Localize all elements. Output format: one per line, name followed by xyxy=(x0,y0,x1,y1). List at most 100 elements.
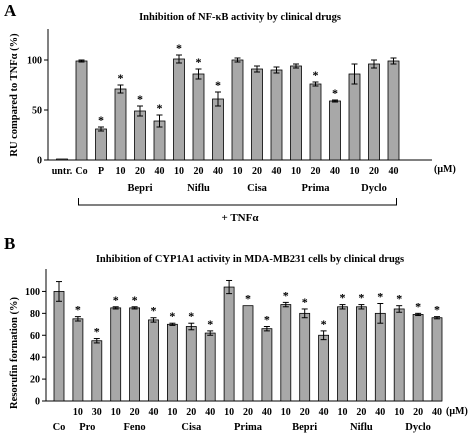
significance-star: * xyxy=(207,317,213,331)
bar xyxy=(387,60,400,161)
significance-star: * xyxy=(377,289,383,303)
x-tick-label: 10 xyxy=(167,407,177,418)
panel-a-condition: + TNFα xyxy=(222,212,260,224)
bar xyxy=(185,326,197,402)
bar xyxy=(223,286,235,402)
significance-star: * xyxy=(94,325,100,339)
bar xyxy=(242,305,254,402)
panel-b-unit: (μM) xyxy=(446,406,468,417)
significance-star: * xyxy=(113,293,119,307)
significance-star: * xyxy=(75,303,81,317)
significance-star: * xyxy=(196,55,202,69)
bar xyxy=(299,312,311,402)
x-tick-label: P xyxy=(98,166,104,177)
significance-star: * xyxy=(358,291,364,305)
group-label: Dyclo xyxy=(361,183,387,194)
significance-star: * xyxy=(332,86,338,100)
panel-a-label: A xyxy=(4,1,17,20)
y-tick-label: 60 xyxy=(30,331,40,342)
x-tick-label: 20 xyxy=(300,407,310,418)
bar xyxy=(348,73,361,161)
x-tick-label: 20 xyxy=(130,407,140,418)
bar xyxy=(309,83,322,161)
significance-star: * xyxy=(434,303,440,317)
bar xyxy=(355,306,367,402)
x-tick-label: Co xyxy=(75,166,87,177)
significance-star: * xyxy=(98,113,104,127)
bar xyxy=(393,308,405,402)
bar xyxy=(231,59,244,161)
bar xyxy=(204,332,216,402)
x-tick-label: 10 xyxy=(291,166,301,177)
bar xyxy=(337,306,348,402)
significance-star: * xyxy=(188,309,194,323)
group-label: Feno xyxy=(124,422,146,433)
significance-star: * xyxy=(132,293,138,307)
y-tick-label: 80 xyxy=(30,309,40,320)
group-label: Bepri xyxy=(292,422,317,433)
bar xyxy=(75,60,88,161)
bar xyxy=(129,307,141,402)
bar xyxy=(134,110,146,161)
significance-star: * xyxy=(118,71,124,85)
group-label: Dyclo xyxy=(405,422,431,433)
bar xyxy=(110,307,122,402)
group-label: Pro xyxy=(79,422,95,433)
significance-star: * xyxy=(396,292,402,306)
panel-b-title: Inhibition of CYP1A1 activity in MDA-MB2… xyxy=(96,254,404,265)
x-tick-label: 10 xyxy=(394,407,404,418)
x-tick-label: 20 xyxy=(135,166,145,177)
bar xyxy=(192,73,205,161)
bar xyxy=(95,128,107,161)
x-tick-label: 20 xyxy=(356,407,366,418)
bar xyxy=(173,58,185,161)
x-tick-label: untr. xyxy=(52,166,73,177)
y-tick-label: 100 xyxy=(27,56,42,67)
significance-star: * xyxy=(321,317,327,331)
bar xyxy=(261,328,273,402)
x-tick-label: 20 xyxy=(369,166,379,177)
bar xyxy=(270,69,283,161)
x-tick-label: 40 xyxy=(262,407,272,418)
x-tick-label: 10 xyxy=(224,407,234,418)
x-tick-label: 40 xyxy=(319,407,329,418)
panel-a-ylabel: RU compared to TNFα (%) xyxy=(9,33,20,157)
significance-star: * xyxy=(415,299,421,313)
x-tick-label: 40 xyxy=(213,166,223,177)
x-tick-label: 20 xyxy=(186,407,196,418)
x-tick-label: 20 xyxy=(311,166,321,177)
group-label: Bepri xyxy=(127,183,152,194)
bar xyxy=(368,63,380,161)
y-tick-label: 0 xyxy=(35,397,40,408)
group-label: Niflu xyxy=(187,183,210,194)
bar xyxy=(290,65,302,161)
group-label: Prima xyxy=(234,422,263,433)
panel-a-unit: (μM) xyxy=(434,164,456,175)
x-tick-label: 10 xyxy=(116,166,126,177)
bar xyxy=(72,318,84,402)
group-label: Cisa xyxy=(247,183,268,194)
group-label: Co xyxy=(53,422,66,433)
x-tick-label: 10 xyxy=(174,166,184,177)
x-tick-label: 40 xyxy=(155,166,165,177)
significance-star: * xyxy=(283,288,289,302)
y-tick-label: 20 xyxy=(30,375,40,386)
bar xyxy=(53,291,65,402)
x-tick-label: 10 xyxy=(281,407,291,418)
significance-star: * xyxy=(157,101,163,115)
bar xyxy=(374,312,386,402)
x-tick-label: 40 xyxy=(272,166,282,177)
y-tick-label: 100 xyxy=(25,287,40,298)
bar xyxy=(56,158,68,161)
x-tick-label: 10 xyxy=(111,407,121,418)
x-tick-label: 10 xyxy=(73,407,83,418)
bar xyxy=(148,319,159,402)
panel-a-title: Inhibition of NF-κB activity by clinical… xyxy=(139,12,341,23)
significance-star: * xyxy=(151,304,157,318)
treatment-bracket xyxy=(78,198,397,206)
x-tick-label: 20 xyxy=(243,407,253,418)
panel-b-ylabel: Resorufin formation (%) xyxy=(9,297,20,409)
significance-star: * xyxy=(169,309,175,323)
bar xyxy=(251,68,263,161)
